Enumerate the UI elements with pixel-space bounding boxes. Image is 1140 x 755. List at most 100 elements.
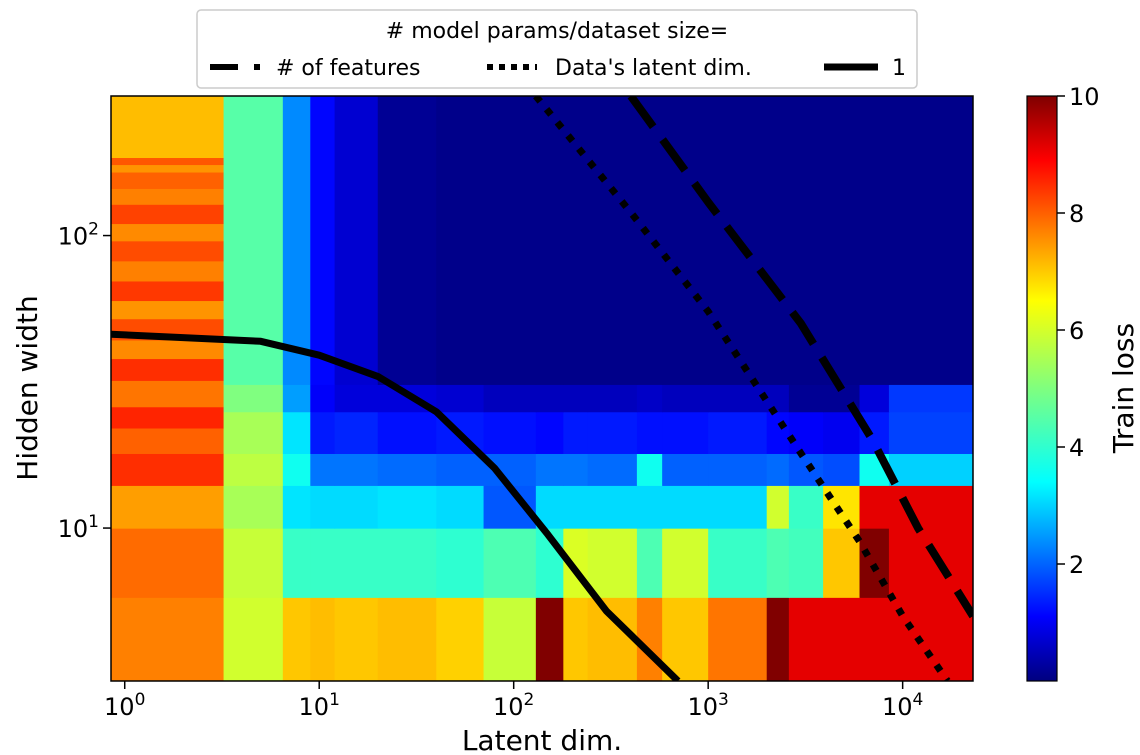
heatmap-cell <box>563 411 589 454</box>
colorbar-tick-label: 8 <box>1069 200 1084 228</box>
heatmap-cell <box>708 528 768 598</box>
legend-frame <box>196 9 918 89</box>
heatmap-cell <box>334 528 379 598</box>
legend-entry-one: 1 <box>892 56 906 81</box>
heatmap-cell <box>662 453 709 486</box>
legend-entry-features: # of features <box>276 56 421 81</box>
heatmap-cell <box>563 453 589 486</box>
heatmap-cell <box>111 157 224 166</box>
x-tick-label: 102 <box>493 690 534 721</box>
heatmap-cell <box>111 380 224 408</box>
heatmap-cell <box>282 96 311 385</box>
heatmap-cell <box>334 453 379 486</box>
x-tick-label: 104 <box>882 690 923 721</box>
heatmap-cell <box>708 597 768 681</box>
legend-entry-latent: Data's latent dim. <box>555 56 752 81</box>
heatmap-cell <box>436 485 485 529</box>
heatmap-cell <box>662 597 709 681</box>
heatmap-cell <box>282 453 311 486</box>
colorbar <box>1026 95 1058 682</box>
heatmap-cell <box>111 223 224 242</box>
heatmap-cell <box>111 164 224 173</box>
heatmap-cell <box>823 411 861 454</box>
heatmap-cell <box>535 96 564 385</box>
colorbar-tick-label: 10 <box>1069 83 1100 111</box>
heatmap-cell <box>563 597 589 681</box>
heatmap-cell <box>859 528 890 598</box>
colorbar-ticks: 2 4 6 8 10 <box>1057 83 1100 579</box>
heatmap-cell <box>563 384 589 413</box>
heatmap-cell <box>859 96 890 385</box>
legend-title: # model params/dataset size= <box>386 19 728 44</box>
heatmap-cell <box>587 453 638 486</box>
heatmap-cell <box>766 453 790 486</box>
heatmap-cell <box>766 528 790 598</box>
heatmap-cell <box>888 96 973 385</box>
heatmap-cell <box>111 485 224 529</box>
y-tick-label: 102 <box>58 220 99 251</box>
heatmap-cell <box>436 384 485 413</box>
heatmap-cell <box>587 485 638 529</box>
heatmap-cell <box>662 528 709 598</box>
heatmap-cell <box>310 96 336 385</box>
heatmap-cell <box>587 597 638 681</box>
heatmap-cell <box>766 485 790 529</box>
heatmap-cell <box>535 384 564 413</box>
colorbar-tick-label: 6 <box>1069 317 1084 345</box>
heatmap-cell <box>823 96 861 385</box>
colorbar-label: Train loss <box>1107 323 1140 454</box>
heatmap-cell <box>636 485 663 529</box>
dashed-curve <box>627 96 973 619</box>
heatmap-cell <box>587 384 638 413</box>
y-axis-ticks: 101 102 <box>58 220 111 543</box>
heatmap-cell <box>111 453 224 486</box>
heatmap-cell <box>662 96 709 385</box>
heatmap-cell <box>111 597 224 681</box>
heatmap-cell <box>222 485 284 529</box>
heatmap-cell <box>282 485 311 529</box>
heatmap-cell <box>708 453 768 486</box>
heatmap-cells <box>111 96 973 681</box>
heatmap-cell <box>111 171 224 189</box>
heatmap-cell <box>766 384 790 413</box>
heatmap-cell <box>111 406 224 429</box>
heatmap-cell <box>483 597 537 681</box>
y-axis-label: Hidden width <box>11 295 44 480</box>
dotted-curve <box>533 96 951 681</box>
heatmap-cell <box>222 528 284 598</box>
heatmap-cell <box>662 411 709 454</box>
x-tick-label: 103 <box>687 690 728 721</box>
heatmap-cell <box>636 528 663 598</box>
heatmap-cell <box>377 528 437 598</box>
heatmap-cell <box>587 96 638 385</box>
heatmap-cell <box>766 597 790 681</box>
heatmap-cell <box>788 485 824 529</box>
heatmap-cell <box>436 453 485 486</box>
heatmap-cell <box>708 411 768 454</box>
heatmap-cell <box>535 411 564 454</box>
heatmap-cell <box>888 528 973 598</box>
heatmap-cell <box>483 411 537 454</box>
heatmap-cell <box>888 485 973 529</box>
heatmap-cell <box>766 411 790 454</box>
heatmap-cell <box>535 453 564 486</box>
heatmap-cell <box>788 96 824 385</box>
heatmap-cell <box>708 485 768 529</box>
heatmap-cell <box>859 597 890 681</box>
heatmap-cell <box>377 453 437 486</box>
heatmap-cell <box>111 528 224 598</box>
heatmap-cell <box>888 384 973 413</box>
heatmap-cell <box>111 204 224 225</box>
heatmap-cell <box>334 384 379 413</box>
heatmap-cell <box>662 384 709 413</box>
heatmap-cell <box>282 528 311 598</box>
reference-curves <box>111 96 973 681</box>
heatmap-cell <box>636 597 663 681</box>
heatmap-cell <box>766 96 790 385</box>
heatmap-cell <box>436 597 485 681</box>
heatmap-cell <box>483 384 537 413</box>
heatmap-cell <box>483 528 537 598</box>
heatmap-cell <box>788 597 824 681</box>
heatmap-cell <box>436 96 485 385</box>
